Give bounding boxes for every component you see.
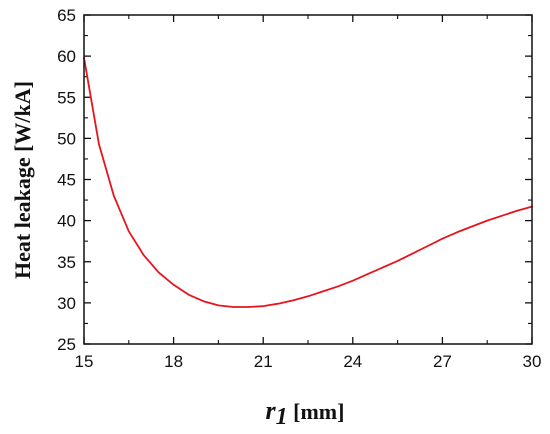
y-axis-tick-labels: 25 30 35 40 45 50 55 60 65 [57, 6, 76, 354]
x-tick-label: 15 [75, 352, 94, 371]
y-axis-ticks [84, 14, 532, 345]
x-axis-subscript: 1 [276, 404, 288, 430]
y-tick-label: 55 [57, 88, 76, 107]
x-tick-label: 21 [254, 352, 273, 371]
x-axis-unit: [mm] [293, 399, 344, 424]
plot-frame [83, 14, 533, 345]
y-tick-label: 45 [57, 171, 76, 190]
y-tick-label: 40 [57, 212, 76, 231]
y-tick-label: 30 [57, 294, 76, 313]
x-axis-tick-labels: 15 18 21 24 27 30 [75, 352, 542, 371]
x-tick-label: 30 [523, 352, 542, 371]
y-tick-label: 60 [57, 47, 76, 66]
y-tick-label: 65 [57, 6, 76, 25]
x-tick-label: 24 [343, 352, 362, 371]
y-tick-label: 35 [57, 253, 76, 272]
x-axis-title: r1 [mm] [266, 396, 345, 430]
x-tick-label: 27 [433, 352, 452, 371]
x-axis-symbol: r [266, 396, 277, 425]
y-tick-label: 50 [57, 129, 76, 148]
y-axis-title: Heat leakage [W/kA] [10, 81, 35, 279]
x-tick-label: 18 [164, 352, 183, 371]
series-layer [83, 56, 533, 308]
x-axis-ticks [83, 15, 533, 344]
y-tick-label: 25 [57, 335, 76, 354]
series-line-0 [83, 56, 533, 308]
